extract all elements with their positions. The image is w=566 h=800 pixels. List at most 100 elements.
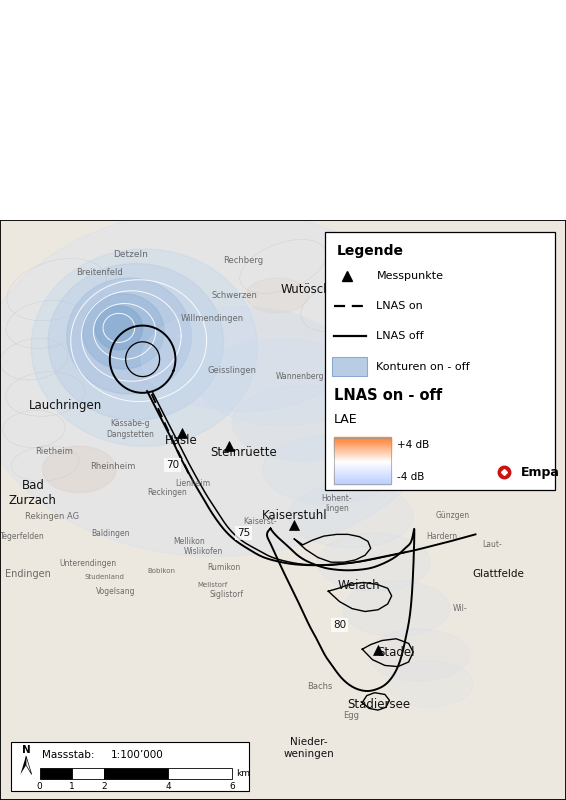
Ellipse shape [83,294,164,369]
Bar [334,450,391,452]
Text: 2: 2 [101,782,106,791]
Ellipse shape [198,339,368,426]
Bar [334,442,391,443]
Bar [40,768,72,778]
Bar [334,482,391,483]
Text: Erz-: Erz- [349,253,365,262]
Text: Wislikofen: Wislikofen [184,547,224,556]
Text: Stadel: Stadel [378,646,415,658]
Bar [334,468,391,469]
Ellipse shape [246,278,308,313]
Bar [334,474,391,475]
Text: LAE: LAE [334,413,358,426]
Bar [334,455,391,456]
Text: -4 dB: -4 dB [397,472,424,482]
Bar [334,459,391,460]
Bar [334,480,391,481]
Text: Tegerfelden: Tegerfelden [0,531,45,541]
Bar [334,440,391,441]
Ellipse shape [232,386,379,461]
Polygon shape [26,756,32,774]
Bar [334,449,391,450]
Bar [334,480,391,482]
Ellipse shape [368,629,470,681]
Text: Massstab:: Massstab: [42,750,95,760]
Bar [334,478,391,479]
Bar [334,459,391,460]
Bar [334,445,391,446]
Bar [334,466,391,467]
Text: LNAS on: LNAS on [376,301,423,311]
Text: +4 dB: +4 dB [397,440,430,450]
Text: lingen: lingen [325,504,349,513]
Text: Geisslingen: Geisslingen [208,366,256,375]
Text: Hardern: Hardern [426,531,457,541]
Text: Siglistorf: Siglistorf [209,590,243,598]
Bar [334,465,391,466]
Text: Empa: Empa [521,466,560,478]
Text: Egg: Egg [343,711,359,720]
Bar [334,474,391,475]
Bar [334,449,391,450]
Text: 1:100’000: 1:100’000 [110,750,163,760]
Text: Steinrüette: Steinrüette [210,446,277,458]
Bar [334,470,391,471]
Text: Rumikon: Rumikon [207,563,240,573]
Bar [72,768,104,778]
Text: Nieder-
weningen: Nieder- weningen [283,737,334,758]
Ellipse shape [142,307,345,411]
Bar [334,461,391,462]
Text: Konturen on - off: Konturen on - off [376,362,470,371]
Text: km: km [237,770,251,778]
Bar [334,478,391,479]
Text: Breitenfeld: Breitenfeld [76,268,122,277]
Bar [334,448,391,449]
Ellipse shape [42,446,116,493]
Bar [332,358,367,376]
Bar [334,468,391,469]
Bar [334,440,391,442]
Bar [334,453,391,454]
Text: Wannenberg: Wannenberg [276,372,324,381]
Text: Kässabe-g: Kässabe-g [110,418,150,427]
Text: Gries-: Gries- [364,317,389,326]
Ellipse shape [67,278,191,394]
Bar [334,454,391,455]
Text: Lauchringen: Lauchringen [28,399,102,412]
Text: Wutöschingen: Wutöschingen [281,283,365,296]
Bar [334,438,391,484]
Ellipse shape [317,534,430,591]
Bar [334,438,391,439]
Text: 1: 1 [69,782,75,791]
Bar [168,768,232,778]
Text: Bachs: Bachs [307,682,332,691]
Bar [334,467,391,468]
Bar [334,439,391,440]
Text: Wasterkingen: Wasterkingen [381,482,434,491]
Bar [11,742,249,791]
Ellipse shape [354,409,450,472]
Bar [334,475,391,476]
Text: Legende: Legende [337,244,404,258]
Text: Endingen: Endingen [5,569,52,579]
Text: Schwerzen: Schwerzen [212,291,258,300]
Ellipse shape [342,581,450,637]
Text: Kaiserstuhl: Kaiserstuhl [261,510,327,522]
Bar [334,476,391,477]
Bar [334,460,391,461]
Ellipse shape [31,249,258,446]
Bar [334,442,391,443]
Bar [104,768,168,778]
Bar [334,482,391,483]
Bar [334,453,391,454]
Text: Dangstetten: Dangstetten [106,430,154,439]
Bar [334,462,391,463]
Text: Hohent-: Hohent- [321,494,352,503]
Text: Bobikon: Bobikon [147,568,175,574]
Ellipse shape [263,434,393,504]
Bar [334,463,391,465]
Ellipse shape [48,263,224,420]
Text: Mellstorf: Mellstorf [197,582,228,589]
Bar [334,458,391,459]
Text: Studenland: Studenland [85,574,125,580]
